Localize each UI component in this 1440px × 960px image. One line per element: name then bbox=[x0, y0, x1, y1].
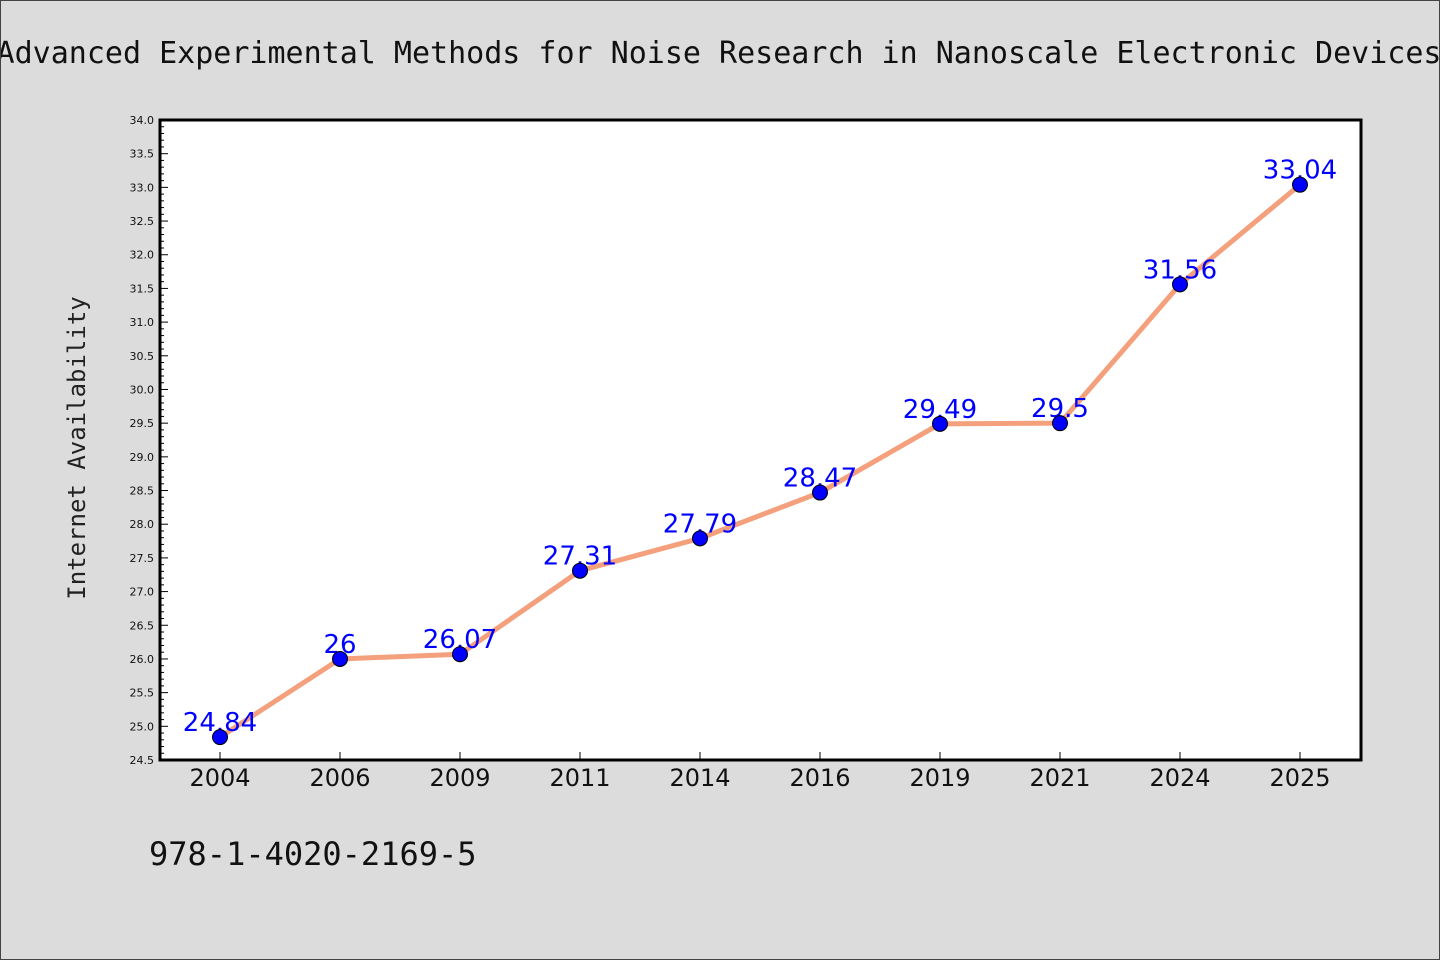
x-tick-label: 2009 bbox=[429, 764, 490, 792]
x-tick-label: 2021 bbox=[1029, 764, 1090, 792]
y-tick-label: 26.0 bbox=[130, 653, 155, 666]
data-point bbox=[212, 729, 228, 746]
isbn-annotation: 978-1-4020-2169-5 bbox=[149, 835, 477, 873]
x-tick-label: 2024 bbox=[1149, 764, 1210, 792]
y-axis-ticks: 24.5 25.0 25.5 26.0 26.5 27.0 27.5 28.0 28.5 29.0… bbox=[130, 114, 168, 767]
x-tick-label: 2011 bbox=[549, 764, 610, 792]
x-tick-label: 2016 bbox=[789, 764, 850, 792]
y-tick-label: 34.0 bbox=[130, 114, 155, 127]
y-tick-label: 25.5 bbox=[130, 687, 155, 700]
y-tick-label: 31.0 bbox=[130, 316, 155, 329]
data-point bbox=[1292, 176, 1308, 193]
y-tick-label: 30.5 bbox=[130, 350, 155, 363]
data-point bbox=[572, 562, 588, 579]
y-tick-label: 30.0 bbox=[130, 383, 155, 396]
y-tick-label: 33.0 bbox=[130, 181, 155, 194]
y-tick-label: 28.5 bbox=[130, 485, 155, 498]
x-tick-label: 2019 bbox=[909, 764, 970, 792]
y-tick-label: 25.0 bbox=[130, 720, 155, 733]
y-tick-label: 32.5 bbox=[130, 215, 155, 228]
y-tick-label: 27.5 bbox=[130, 552, 155, 565]
data-point bbox=[1052, 415, 1068, 432]
x-tick-label: 2025 bbox=[1269, 764, 1330, 792]
y-tick-label: 29.5 bbox=[130, 417, 155, 430]
y-tick-label: 26.5 bbox=[130, 619, 155, 632]
x-tick-label: 2006 bbox=[309, 764, 370, 792]
x-axis-ticks: 2004 2006 2009 2011 2014 2016 2019 2021 2024 2025 bbox=[189, 752, 1331, 792]
y-tick-label: 24.5 bbox=[130, 754, 155, 767]
data-point bbox=[812, 484, 828, 501]
y-tick-label: 32.0 bbox=[130, 249, 155, 262]
chart-title: Advanced Experimental Methods for Noise … bbox=[1, 36, 1439, 71]
data-markers bbox=[212, 176, 1308, 746]
y-tick-label: 27.0 bbox=[130, 586, 155, 599]
data-point bbox=[932, 415, 948, 432]
series-line-group bbox=[217, 182, 1303, 740]
x-tick-label: 2014 bbox=[669, 764, 730, 792]
data-point bbox=[452, 646, 468, 663]
data-point bbox=[332, 650, 348, 667]
data-point bbox=[692, 530, 708, 547]
data-point bbox=[1172, 276, 1188, 293]
series-line bbox=[217, 182, 1303, 740]
x-tick-label: 2004 bbox=[189, 764, 250, 792]
plot-area bbox=[158, 118, 1363, 762]
y-tick-label: 33.5 bbox=[130, 148, 155, 161]
y-tick-label: 29.0 bbox=[130, 451, 155, 464]
y-tick-label: 28.0 bbox=[130, 518, 155, 531]
y-axis-label: Internet Availability bbox=[63, 296, 91, 599]
y-tick-label: 31.5 bbox=[130, 282, 155, 295]
